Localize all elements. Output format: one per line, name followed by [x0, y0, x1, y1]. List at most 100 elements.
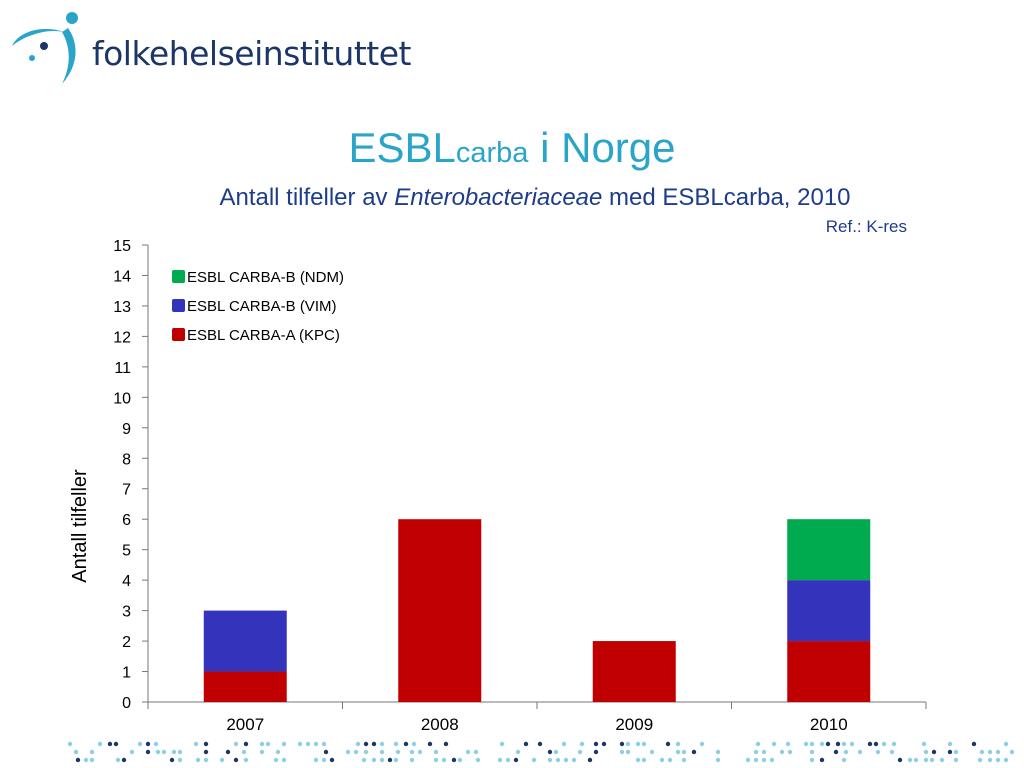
decor-dot — [355, 741, 361, 747]
decor-dot — [681, 757, 687, 763]
decor-dot — [635, 757, 641, 763]
decor-dot — [89, 749, 95, 755]
decor-dot — [313, 757, 319, 763]
decor-dot — [995, 757, 1001, 763]
decor-dot — [393, 741, 399, 747]
bar-esbl-carba-a-kpc-2007 — [203, 671, 287, 702]
y-tick-label: 4 — [122, 573, 131, 590]
decor-dot — [241, 749, 247, 755]
y-tick-label: 6 — [122, 512, 131, 529]
bar-esbl-carba-a-kpc-2010 — [787, 641, 871, 702]
decor-dot — [953, 757, 959, 763]
decor-dot — [691, 749, 697, 755]
decor-dot — [681, 749, 687, 755]
decor-dot — [1003, 741, 1009, 747]
bar-esbl-carba-a-kpc-2008 — [398, 519, 482, 702]
decor-dot — [433, 749, 439, 755]
decor-dot — [417, 749, 423, 755]
decor-dot — [601, 741, 607, 747]
bar-esbl-carba-b-ndm-2010 — [787, 519, 871, 581]
x-tick-label: 2007 — [226, 715, 264, 734]
decor-dot — [873, 741, 879, 747]
decor-dot — [433, 757, 439, 763]
decor-dot — [203, 749, 209, 755]
decor-dot — [475, 757, 481, 763]
decor-dot — [913, 757, 919, 763]
subtitle-italic: Enterobacteriaceae — [394, 184, 603, 211]
decor-dot — [921, 741, 927, 747]
y-tick-label: 7 — [122, 482, 131, 499]
legend-swatch — [172, 328, 185, 341]
decor-dot — [75, 757, 81, 763]
decor-dot — [387, 757, 393, 763]
subtitle-post: med ESBLcarba, 2010 — [602, 184, 851, 211]
decor-dot — [121, 757, 127, 763]
decor-dot — [571, 757, 577, 763]
decor-dot — [841, 757, 847, 763]
decor-dot — [577, 749, 583, 755]
decor-dot — [379, 749, 385, 755]
decor-dot — [305, 741, 311, 747]
decor-dot — [395, 749, 401, 755]
decor-dot — [537, 741, 543, 747]
decor-dot — [281, 741, 287, 747]
decor-dot — [753, 757, 759, 763]
decor-dot — [523, 741, 529, 747]
decor-dot — [107, 741, 113, 747]
y-tick-label: 13 — [113, 299, 131, 316]
decor-dot — [665, 741, 671, 747]
decor-dot — [441, 757, 447, 763]
decor-dot — [947, 749, 953, 755]
decor-dot — [265, 741, 271, 747]
decor-dot — [531, 757, 537, 763]
decor-dot — [785, 741, 791, 747]
decor-dot — [451, 757, 457, 763]
decor-dot — [971, 741, 977, 747]
decor-dot — [753, 749, 759, 755]
decor-dot — [169, 757, 175, 763]
decor-dot — [715, 757, 721, 763]
decor-dot — [177, 757, 183, 763]
decor-dot — [497, 757, 503, 763]
decor-dot — [619, 749, 625, 755]
decor-dot — [835, 741, 841, 747]
y-tick-label: 5 — [122, 543, 131, 560]
decor-dot — [393, 757, 399, 763]
decor-dot — [233, 757, 239, 763]
decor-dot — [73, 749, 79, 755]
decor-dot — [203, 741, 209, 747]
decor-dot — [219, 757, 225, 763]
decor-dot — [649, 749, 655, 755]
y-tick-label: 10 — [113, 390, 131, 407]
decor-dot — [505, 757, 511, 763]
decor-dot — [115, 757, 121, 763]
bar-esbl-carba-b-vim-2010 — [787, 580, 871, 642]
decor-dot — [867, 741, 873, 747]
decor-dot — [787, 749, 793, 755]
decor-dot — [473, 749, 479, 755]
decor-dot — [259, 749, 265, 755]
decor-dot — [625, 749, 631, 755]
decor-dot — [881, 741, 887, 747]
y-tick-label: 1 — [122, 665, 131, 682]
decor-dot — [579, 741, 585, 747]
decor-dot — [177, 749, 183, 755]
logo-figure-icon — [12, 12, 78, 84]
decor-dot — [345, 749, 351, 755]
decor-dot — [857, 749, 863, 755]
title-sub: carba — [455, 137, 529, 169]
decor-dot — [513, 757, 519, 763]
title-rest: i Norge — [528, 124, 676, 171]
decor-dot — [515, 749, 521, 755]
decor-dot — [987, 757, 993, 763]
decor-dot — [625, 741, 631, 747]
decor-dot — [675, 749, 681, 755]
decor-dot — [947, 741, 953, 747]
y-tick-label: 3 — [122, 604, 131, 621]
decor-dot — [939, 757, 945, 763]
decor-dot — [275, 749, 281, 755]
y-tick-label: 9 — [122, 421, 131, 438]
bar-esbl-carba-a-kpc-2009 — [592, 641, 676, 702]
decor-dot — [769, 757, 775, 763]
decor-dot — [907, 757, 913, 763]
